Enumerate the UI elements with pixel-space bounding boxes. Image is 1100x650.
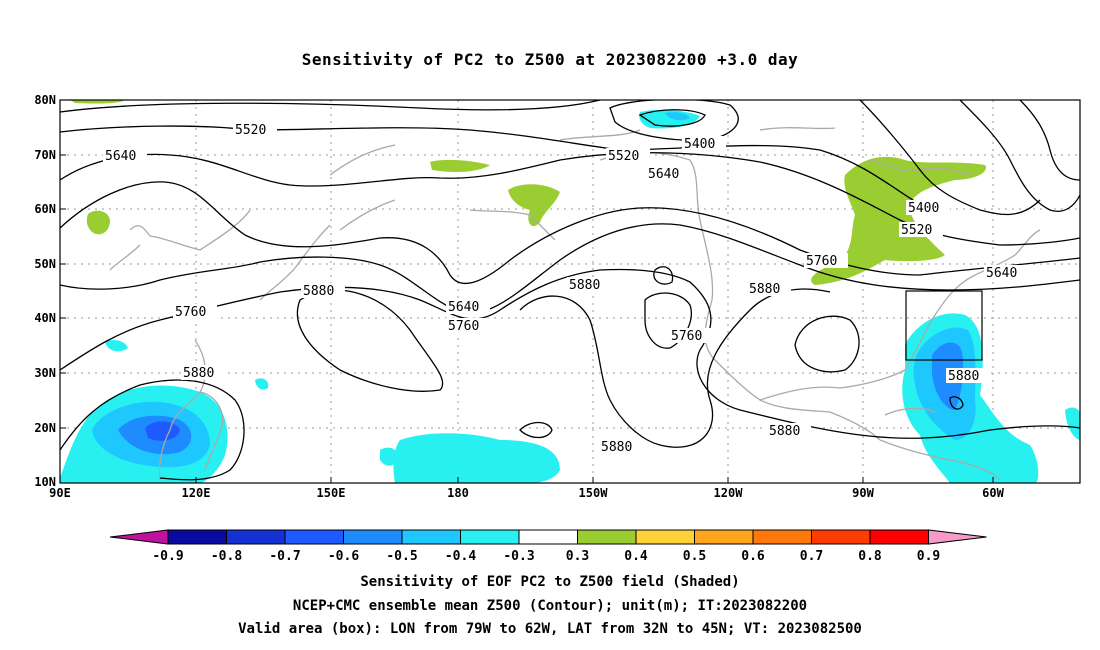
colorbar-label: 0.9 (917, 549, 940, 564)
contour-labels: 5520 5640 5400 5520 5640 5400 5520 5640 … (105, 123, 1017, 455)
lat-label: 40N (34, 311, 56, 325)
colorbar-segment (752, 529, 812, 545)
colorbar-label: 0.8 (858, 549, 882, 564)
lon-label: 90E (49, 486, 71, 500)
contour-label-backgrounds (103, 122, 1028, 454)
contour-label: 5760 (448, 319, 479, 334)
axis-ticks (60, 99, 994, 483)
contour-label: 5880 (303, 284, 334, 299)
colorbar-label: -0.6 (328, 549, 359, 564)
colorbar-segment (869, 529, 929, 545)
contour-label: 5520 (901, 223, 932, 238)
colorbar-segment (811, 529, 871, 545)
colorbar-segment (694, 529, 754, 545)
contour-label: 5880 (948, 369, 979, 384)
colorbar-segment (401, 529, 461, 545)
colorbar-label: -0.4 (445, 549, 476, 564)
colorbar-label: -0.7 (269, 549, 300, 564)
contour-label: 5640 (448, 300, 479, 315)
contour-label: 5640 (986, 266, 1017, 281)
contour-label: 5520 (235, 123, 266, 138)
caption-contour: NCEP+CMC ensemble mean Z500 (Contour); u… (292, 598, 808, 614)
colorbar-segment (167, 529, 227, 545)
colorbar-segment (518, 529, 578, 545)
contour-label: 5400 (684, 137, 715, 152)
colorbar-label: -0.3 (503, 549, 534, 564)
contour-label: 5520 (608, 149, 639, 164)
lat-label: 30N (34, 366, 56, 380)
longitude-labels: 90E 120E 150E 180 150W 120W 90W 60W (49, 486, 1004, 500)
colorbar-label: 0.6 (741, 549, 765, 564)
lat-label: 80N (34, 93, 56, 107)
colorbar-low-triangle (109, 529, 169, 545)
contour-label: 5880 (769, 424, 800, 439)
lat-label: 70N (34, 148, 56, 162)
lon-label: 120E (182, 486, 211, 500)
lon-label: 90W (852, 486, 874, 500)
contour-label: 5880 (183, 366, 214, 381)
contour-label: 5880 (569, 278, 600, 293)
lat-label: 10N (34, 475, 56, 489)
colorbar-label: 0.4 (624, 549, 648, 564)
lat-label: 60N (34, 202, 56, 216)
colorbar-label: 0.5 (683, 549, 706, 564)
latitude-labels: 80N 70N 60N 50N 40N 30N 20N 10N (34, 93, 56, 489)
positive-sensitivity-shading (70, 100, 986, 285)
colorbar-label: 0.7 (800, 549, 823, 564)
colorbar-segment (577, 529, 637, 545)
lat-label: 20N (34, 421, 56, 435)
map-title: Sensitivity of PC2 to Z500 at 2023082200… (301, 50, 799, 69)
lon-label: 120W (714, 486, 744, 500)
contour-label: 5400 (908, 201, 939, 216)
contour-label: 5640 (648, 167, 679, 182)
colorbar-label: -0.8 (211, 549, 242, 564)
negative-sensitivity-shading (60, 109, 1080, 483)
valid-area-box (905, 290, 983, 361)
contour-label: 5760 (806, 254, 837, 269)
colorbar-high-triangle (928, 529, 987, 545)
caption-shading: Sensitivity of EOF PC2 to Z500 field (Sh… (360, 574, 740, 590)
lon-label: 150E (317, 486, 346, 500)
caption-valid-area: Valid area (box): LON from 79W to 62W, L… (238, 621, 862, 637)
lon-label: 60W (982, 486, 1004, 500)
colorbar-label: 0.3 (566, 549, 589, 564)
contour-label: 5880 (749, 282, 780, 297)
contour-label: 5640 (105, 149, 136, 164)
colorbar-label: -0.9 (152, 549, 183, 564)
lon-label: 150W (579, 486, 609, 500)
colorbar-segment (226, 529, 286, 545)
colorbar-segment (284, 529, 344, 545)
colorbar-segment (635, 529, 695, 545)
colorbar-segment (343, 529, 403, 545)
colorbar-segment (460, 529, 520, 545)
contour-label: 5760 (671, 329, 702, 344)
contour-label: 5880 (601, 440, 632, 455)
lon-label: 180 (447, 486, 469, 500)
contour-label: 5760 (175, 305, 206, 320)
colorbar: -0.9 -0.8 -0.7 -0.6 -0.5 -0.4 -0.3 0.3 0.4 0.5 0.6… (109, 529, 987, 564)
plot-frame (59, 99, 1081, 484)
colorbar-label: -0.5 (386, 549, 417, 564)
lat-label: 50N (34, 257, 56, 271)
